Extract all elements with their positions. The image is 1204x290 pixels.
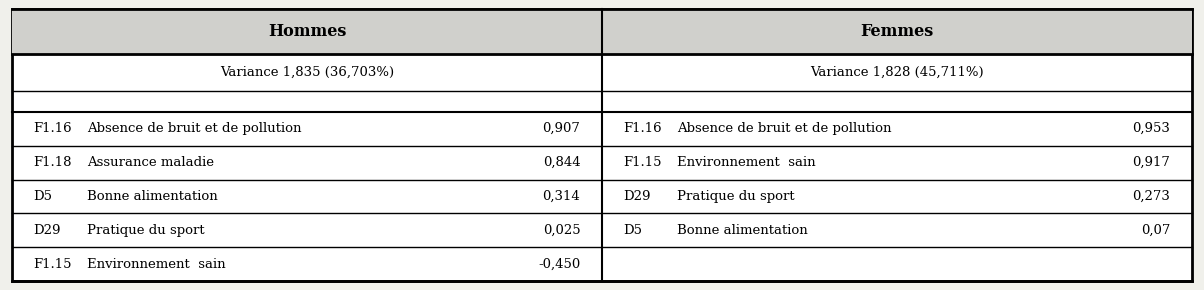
Bar [12, 9, 1192, 54]
Text: Variance 1,835 (36,703%): Variance 1,835 (36,703%) [220, 66, 394, 79]
Text: F1.16: F1.16 [624, 122, 662, 135]
Text: D5: D5 [34, 190, 53, 203]
Text: Absence de bruit et de pollution: Absence de bruit et de pollution [87, 122, 301, 135]
Text: 0,953: 0,953 [1133, 122, 1170, 135]
Text: Pratique du sport: Pratique du sport [87, 224, 205, 237]
Text: F1.18: F1.18 [34, 156, 72, 169]
Text: Assurance maladie: Assurance maladie [87, 156, 213, 169]
Text: D5: D5 [624, 224, 643, 237]
Text: Femmes: Femmes [861, 23, 933, 40]
Text: 0,07: 0,07 [1141, 224, 1170, 237]
Text: 0,907: 0,907 [543, 122, 580, 135]
Text: 0,025: 0,025 [543, 224, 580, 237]
Text: F1.15: F1.15 [624, 156, 662, 169]
Text: Variance 1,828 (45,711%): Variance 1,828 (45,711%) [810, 66, 984, 79]
Text: D29: D29 [34, 224, 61, 237]
Text: Absence de bruit et de pollution: Absence de bruit et de pollution [677, 122, 891, 135]
Text: 0,917: 0,917 [1133, 156, 1170, 169]
Text: Hommes: Hommes [267, 23, 347, 40]
Text: Environnement  sain: Environnement sain [87, 258, 225, 271]
Text: Bonne alimentation: Bonne alimentation [677, 224, 808, 237]
Text: Bonne alimentation: Bonne alimentation [87, 190, 218, 203]
Text: 0,314: 0,314 [543, 190, 580, 203]
Text: Environnement  sain: Environnement sain [677, 156, 815, 169]
Text: F1.15: F1.15 [34, 258, 72, 271]
Text: F1.16: F1.16 [34, 122, 72, 135]
Text: -0,450: -0,450 [538, 258, 580, 271]
Text: 0,844: 0,844 [543, 156, 580, 169]
Text: D29: D29 [624, 190, 651, 203]
Text: 0,273: 0,273 [1133, 190, 1170, 203]
Text: Pratique du sport: Pratique du sport [677, 190, 795, 203]
